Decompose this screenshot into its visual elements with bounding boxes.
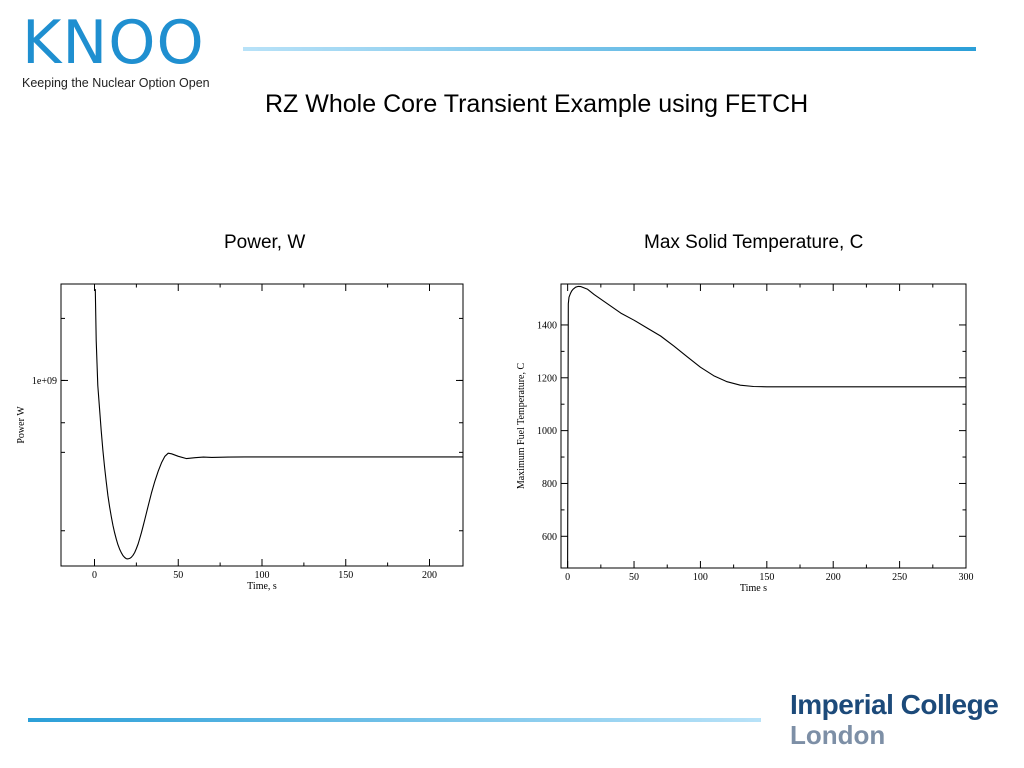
plot-frame	[60, 283, 464, 567]
x-tick-label: 100	[255, 570, 270, 581]
y-tick-label: 1200	[537, 373, 557, 384]
x-tick-label: 150	[759, 572, 774, 583]
x-tick-label: 50	[629, 572, 639, 583]
series-line	[561, 285, 966, 569]
x-tick-label: 250	[892, 572, 907, 583]
logo-tagline: Keeping the Nuclear Option Open	[22, 76, 210, 90]
y-tick-label: 600	[542, 532, 557, 543]
y-tick-label: 1400	[537, 320, 557, 331]
x-tick-label: 100	[693, 572, 708, 583]
temperature-chart-caption: Max Solid Temperature, C	[644, 232, 864, 253]
imperial-logo-line2: London	[790, 720, 886, 750]
x-tick-label: 200	[422, 570, 437, 581]
temperature-chart: 0 50 100 150 200 250 300 600 800 1000 1200 1400 Time…	[516, 283, 974, 594]
plot-frame	[560, 283, 967, 569]
imperial-logo-line1: Imperial College	[790, 689, 999, 720]
y-tick-label: 800	[542, 479, 557, 490]
knoo-logo: KNOO Keeping the Nuclear Option Open	[22, 12, 232, 90]
series-line	[94, 289, 463, 560]
y-tick-label: 1000	[537, 426, 557, 437]
power-chart-caption: Power, W	[224, 232, 306, 253]
x-tick-label: 300	[959, 572, 974, 583]
footer-divider	[28, 718, 761, 722]
y-tick-label: 1e+09	[32, 376, 57, 387]
x-tick-label: 200	[826, 572, 841, 583]
x-tick-label: 0	[565, 572, 570, 583]
power-chart: 0 50 100 150 200 1e+09 Time, s Power W	[16, 283, 464, 592]
x-axis-label: Time s	[740, 583, 767, 594]
y-axis-label: Power W	[16, 406, 27, 444]
slide-title: RZ Whole Core Transient Example using FE…	[265, 90, 809, 118]
header-divider	[243, 47, 976, 51]
y-axis-label: Maximum Fuel Temperature, C	[516, 363, 527, 490]
logo-wordmark: KNOO	[22, 8, 205, 78]
x-tick-label: 150	[338, 570, 353, 581]
imperial-college-logo: Imperial College London	[790, 689, 999, 751]
x-axis-label: Time, s	[247, 581, 277, 592]
x-tick-label: 0	[92, 570, 97, 581]
x-tick-label: 50	[173, 570, 183, 581]
